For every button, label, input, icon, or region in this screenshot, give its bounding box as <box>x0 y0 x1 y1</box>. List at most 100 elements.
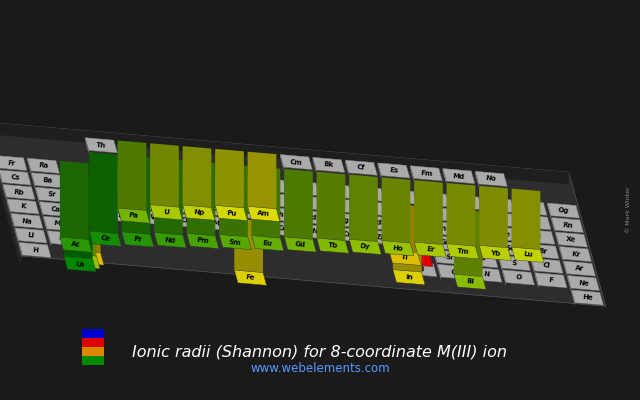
Polygon shape <box>296 210 299 225</box>
Polygon shape <box>0 155 27 171</box>
Polygon shape <box>414 180 418 255</box>
Polygon shape <box>104 207 136 222</box>
Polygon shape <box>345 160 374 166</box>
Polygon shape <box>165 198 198 214</box>
Polygon shape <box>223 175 255 190</box>
Polygon shape <box>47 231 51 246</box>
Polygon shape <box>356 201 388 216</box>
Polygon shape <box>317 172 346 240</box>
Text: W: W <box>173 188 182 195</box>
Polygon shape <box>320 183 352 199</box>
Polygon shape <box>183 146 211 208</box>
Text: Zr: Zr <box>112 197 121 204</box>
Text: C: C <box>451 269 456 275</box>
Polygon shape <box>19 242 51 258</box>
Text: Am: Am <box>257 210 271 218</box>
Polygon shape <box>349 174 378 242</box>
Polygon shape <box>462 238 494 253</box>
Polygon shape <box>300 224 328 230</box>
Text: Sn: Sn <box>436 225 447 232</box>
Text: Cl: Cl <box>543 262 551 269</box>
Polygon shape <box>194 187 226 202</box>
Text: Re: Re <box>205 191 215 198</box>
Polygon shape <box>263 207 295 222</box>
Polygon shape <box>15 228 47 243</box>
Polygon shape <box>381 177 410 243</box>
Polygon shape <box>31 173 60 178</box>
Polygon shape <box>223 175 226 191</box>
Polygon shape <box>72 250 104 265</box>
Polygon shape <box>483 197 511 203</box>
Polygon shape <box>234 218 238 283</box>
Text: Ag: Ag <box>339 216 349 224</box>
Polygon shape <box>568 276 600 291</box>
Polygon shape <box>381 177 385 254</box>
Polygon shape <box>364 230 393 235</box>
Polygon shape <box>263 207 292 212</box>
Text: Og: Og <box>557 207 570 214</box>
Text: Nh: Nh <box>396 193 406 200</box>
Polygon shape <box>559 246 591 262</box>
Polygon shape <box>190 172 193 188</box>
Text: Hs: Hs <box>233 179 244 186</box>
Text: Li: Li <box>28 232 35 239</box>
Polygon shape <box>122 155 125 244</box>
Polygon shape <box>410 166 414 182</box>
Polygon shape <box>385 189 417 204</box>
Polygon shape <box>443 168 446 184</box>
Polygon shape <box>563 261 592 266</box>
Polygon shape <box>28 158 56 164</box>
Text: Ir: Ir <box>272 197 278 203</box>
Polygon shape <box>198 201 227 207</box>
Polygon shape <box>332 227 364 242</box>
Text: Po: Po <box>497 216 508 223</box>
Polygon shape <box>150 143 154 218</box>
Polygon shape <box>284 237 316 252</box>
Polygon shape <box>190 172 222 188</box>
Polygon shape <box>161 184 165 200</box>
Polygon shape <box>479 186 483 258</box>
Polygon shape <box>324 198 353 203</box>
Polygon shape <box>252 166 280 238</box>
Polygon shape <box>161 184 193 199</box>
Polygon shape <box>11 213 40 219</box>
Polygon shape <box>401 247 429 254</box>
Polygon shape <box>523 229 555 244</box>
Polygon shape <box>470 267 502 282</box>
Polygon shape <box>7 199 10 215</box>
Polygon shape <box>165 198 169 214</box>
Text: Pa: Pa <box>129 212 139 219</box>
Polygon shape <box>552 218 580 223</box>
Polygon shape <box>414 180 443 244</box>
Text: Tl: Tl <box>401 254 409 261</box>
Polygon shape <box>7 199 39 214</box>
Polygon shape <box>118 140 121 221</box>
Polygon shape <box>433 250 465 265</box>
Polygon shape <box>223 175 251 180</box>
Polygon shape <box>523 229 527 245</box>
Polygon shape <box>64 256 96 272</box>
Polygon shape <box>450 194 479 200</box>
Polygon shape <box>215 206 247 221</box>
Polygon shape <box>385 189 388 205</box>
Polygon shape <box>122 232 154 247</box>
Polygon shape <box>19 242 22 258</box>
Polygon shape <box>68 190 97 256</box>
Polygon shape <box>215 149 219 218</box>
Polygon shape <box>280 154 284 170</box>
Polygon shape <box>28 158 60 174</box>
Text: Co: Co <box>278 226 288 232</box>
Polygon shape <box>470 267 499 272</box>
Polygon shape <box>429 235 458 241</box>
Polygon shape <box>556 232 584 238</box>
Text: H: H <box>32 247 38 253</box>
Polygon shape <box>389 250 421 266</box>
Polygon shape <box>438 264 470 280</box>
Text: Zn: Zn <box>375 234 386 241</box>
Polygon shape <box>447 183 476 246</box>
Text: Rf: Rf <box>104 168 113 175</box>
Polygon shape <box>133 196 165 211</box>
Text: As: As <box>473 242 483 249</box>
Text: Ra: Ra <box>38 162 49 169</box>
Polygon shape <box>438 264 466 270</box>
